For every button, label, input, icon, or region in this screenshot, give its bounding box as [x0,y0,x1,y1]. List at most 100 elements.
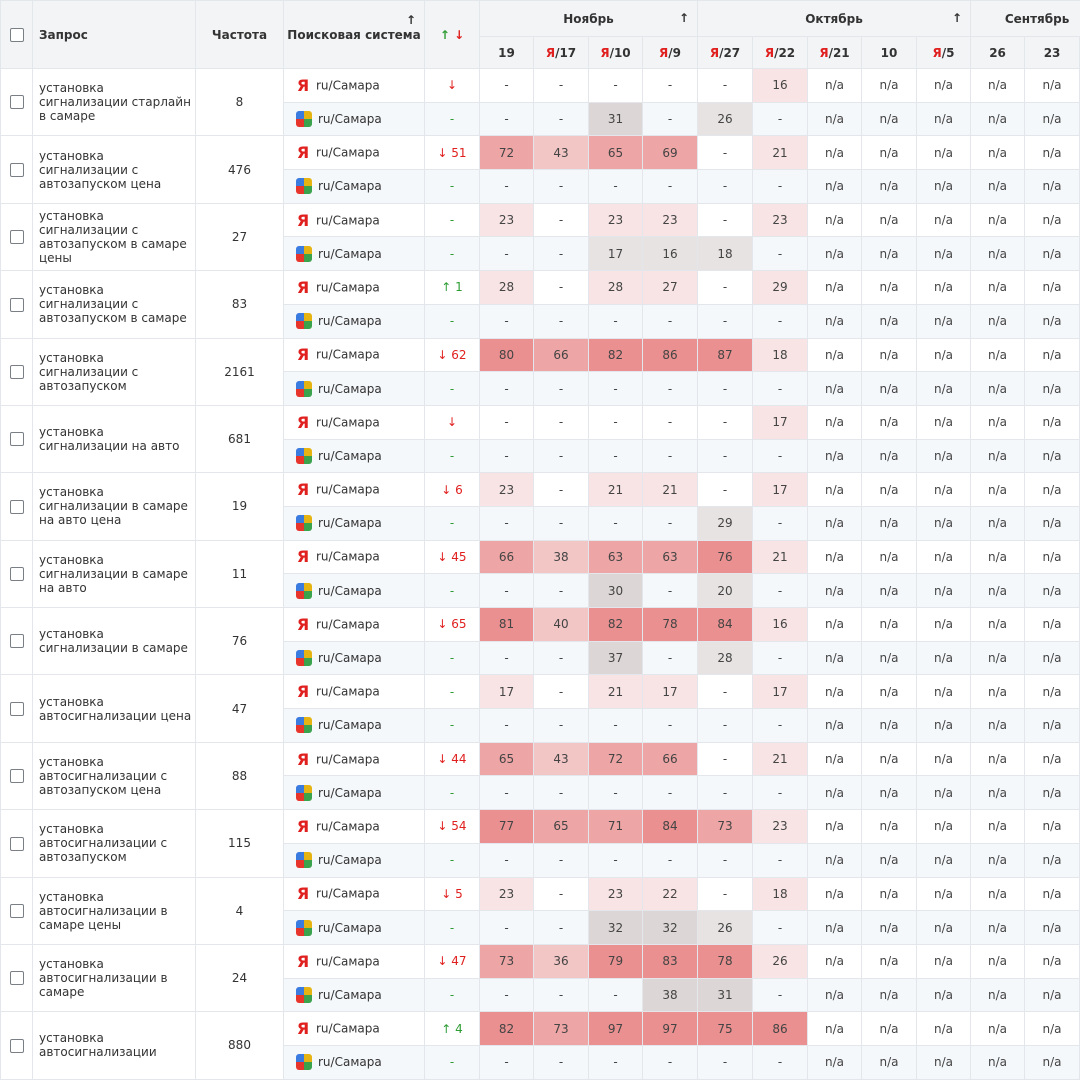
position-cell: n/a [862,237,917,271]
date-column-header[interactable]: Я/10 [589,37,643,69]
engine-region-label: ru/Самара [316,146,380,160]
date-column-header[interactable]: 10 [862,37,917,69]
row-checkbox[interactable] [10,500,24,514]
row-checkbox[interactable] [10,230,24,244]
position-cell: 32 [643,911,698,945]
month-header[interactable]: Ноябрь↑ [480,1,698,37]
row-checkbox[interactable] [10,365,24,379]
position-cell: 17 [753,473,808,507]
engine-region-label: ru/Самара [318,651,382,665]
position-cell: n/a [971,170,1025,204]
position-cell: n/a [917,978,971,1012]
position-cell: 20 [698,574,753,608]
trend-value: 62 [451,348,466,362]
date-column-header[interactable]: 19 [480,37,534,69]
engine-cell-google: ru/Самара [284,439,425,473]
position-cell: n/a [1025,1012,1080,1046]
date-column-header[interactable]: Я/5 [917,37,971,69]
row-checkbox[interactable] [10,95,24,109]
position-cell: 97 [643,1012,698,1046]
position-cell: - [589,1045,643,1079]
trend-value: - [425,709,480,743]
position-cell: - [753,709,808,743]
position-cell: 23 [480,877,534,911]
position-cell: n/a [1025,911,1080,945]
position-cell: 66 [643,742,698,776]
position-cell: 17 [589,237,643,271]
row-checkbox[interactable] [10,567,24,581]
position-cell: - [534,675,589,709]
row-checkbox[interactable] [10,837,24,851]
position-cell: 31 [698,978,753,1012]
month-header[interactable]: Сентябрь [971,1,1080,37]
row-checkbox[interactable] [10,163,24,177]
engine-cell-google: ru/Самара [284,304,425,338]
position-cell: n/a [862,1045,917,1079]
position-cell: - [643,1045,698,1079]
trend-cell: ↓ 62 [425,338,480,372]
position-cell: n/a [971,944,1025,978]
row-checkbox[interactable] [10,298,24,312]
frequency-value: 115 [196,810,284,877]
trend-value: - [425,641,480,675]
position-cell: n/a [862,843,917,877]
trend-value: - [425,170,480,204]
query-column-header[interactable]: Запрос [33,1,196,69]
sort-arrow-icon[interactable]: ↑ [679,11,689,25]
table-row: установка сигнализации с автозапуском це… [1,136,1080,170]
engine-column-header[interactable]: Поисковая система↑ [284,1,425,69]
date-column-header[interactable]: Я/9 [643,37,698,69]
month-header[interactable]: Октябрь↑ [698,1,971,37]
frequency-value: 88 [196,742,284,809]
trend-column-header[interactable]: ↑ ↓ [425,1,480,69]
select-all-checkbox[interactable] [10,28,24,42]
date-label: /21 [829,46,850,60]
sort-arrow-icon[interactable]: ↑ [952,11,962,25]
position-cell: n/a [1025,978,1080,1012]
engine-cell-google: ru/Самара [284,776,425,810]
position-cell: 82 [480,1012,534,1046]
row-checkbox[interactable] [10,1039,24,1053]
date-column-header[interactable]: Я/22 [753,37,808,69]
row-checkbox[interactable] [10,904,24,918]
row-checkbox[interactable] [10,971,24,985]
sort-arrow-icon[interactable]: ↑ [406,13,416,27]
date-label: /22 [774,46,795,60]
yandex-icon: Я [296,413,310,432]
trend-value: - [425,911,480,945]
row-checkbox[interactable] [10,702,24,716]
row-checkbox[interactable] [10,432,24,446]
position-cell: - [534,170,589,204]
date-column-header[interactable]: 23 [1025,37,1080,69]
yandex-icon: Я [296,480,310,499]
position-cell: n/a [808,608,862,642]
position-cell: - [753,574,808,608]
date-column-header[interactable]: Я/27 [698,37,753,69]
date-column-header[interactable]: Я/17 [534,37,589,69]
frequency-column-header[interactable]: Частота [196,1,284,69]
position-cell: - [698,304,753,338]
position-cell: n/a [971,473,1025,507]
position-cell: 36 [534,944,589,978]
row-checkbox[interactable] [10,634,24,648]
query-text: установка сигнализации старлайн в самаре [33,69,196,136]
position-cell: n/a [808,473,862,507]
position-cell: - [753,911,808,945]
yandex-icon: Я [296,547,310,566]
position-cell: 84 [698,608,753,642]
position-cell: n/a [971,102,1025,136]
position-cell: n/a [917,1012,971,1046]
position-cell: n/a [1025,304,1080,338]
date-column-header[interactable]: 26 [971,37,1025,69]
date-label: 10 [881,46,898,60]
frequency-value: 681 [196,405,284,472]
date-column-header[interactable]: Я/21 [808,37,862,69]
position-cell: n/a [1025,203,1080,237]
row-checkbox[interactable] [10,769,24,783]
engine-cell-google: ru/Самара [284,709,425,743]
